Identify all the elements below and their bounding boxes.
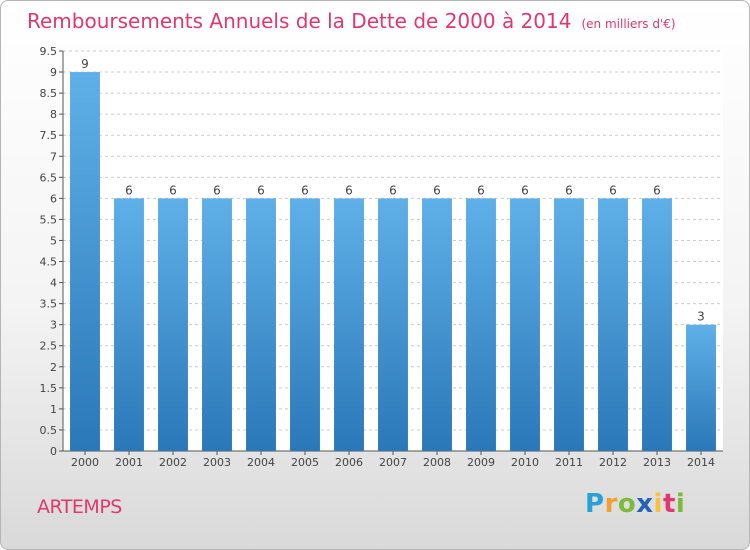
chart-title-text: Remboursements Annuels de la Dette de 20… xyxy=(27,9,572,33)
bar-value-label: 6 xyxy=(565,183,573,197)
bar xyxy=(114,198,144,451)
x-tick-label: 2012 xyxy=(599,456,627,469)
x-tick-label: 2001 xyxy=(115,456,143,469)
bar xyxy=(510,198,540,451)
logo-letter: i xyxy=(675,489,686,519)
y-tick-label: 3 xyxy=(50,319,57,332)
bar-value-label: 6 xyxy=(125,183,133,197)
bar xyxy=(422,198,452,451)
bar xyxy=(202,198,232,451)
bar-value-label: 6 xyxy=(609,183,617,197)
x-tick-label: 2003 xyxy=(203,456,231,469)
logo-letter: P xyxy=(585,489,605,519)
x-tick-label: 2014 xyxy=(687,456,715,469)
bar xyxy=(642,198,672,451)
x-tick-label: 2008 xyxy=(423,456,451,469)
y-tick-label: 8 xyxy=(50,108,57,121)
bar-value-label: 6 xyxy=(213,183,221,197)
bar-value-label: 6 xyxy=(521,183,529,197)
bar-value-label: 6 xyxy=(433,183,441,197)
y-tick-label: 1.5 xyxy=(40,382,58,395)
bar xyxy=(378,198,408,451)
x-tick-label: 2004 xyxy=(247,456,275,469)
x-tick-label: 2006 xyxy=(335,456,363,469)
bar-value-label: 6 xyxy=(477,183,485,197)
x-tick-label: 2013 xyxy=(643,456,671,469)
proxiti-logo: Proxiti xyxy=(585,489,685,519)
x-tick-label: 2007 xyxy=(379,456,407,469)
bar xyxy=(158,198,188,451)
y-tick-label: 9 xyxy=(50,66,57,79)
x-tick-label: 2010 xyxy=(511,456,539,469)
logo-letter: r xyxy=(604,489,618,519)
y-tick-label: 0 xyxy=(50,445,57,458)
y-tick-label: 6 xyxy=(50,192,57,205)
x-tick-label: 2005 xyxy=(291,456,319,469)
bar xyxy=(686,324,716,451)
logo-letter: i xyxy=(653,489,663,519)
x-tick-label: 2002 xyxy=(159,456,187,469)
commune-name: ARTEMPS xyxy=(37,496,122,518)
y-tick-label: 2.5 xyxy=(40,340,58,353)
chart-title: Remboursements Annuels de la Dette de 20… xyxy=(27,9,676,33)
y-tick-label: 4.5 xyxy=(40,256,58,269)
bar-value-label: 9 xyxy=(81,57,89,71)
bar-value-label: 6 xyxy=(257,183,265,197)
bar xyxy=(246,198,276,451)
x-tick-label: 2009 xyxy=(467,456,495,469)
x-tick-label: 2000 xyxy=(71,456,99,469)
y-tick-label: 7.5 xyxy=(40,129,58,142)
y-tick-label: 5.5 xyxy=(40,213,58,226)
y-tick-label: 9.5 xyxy=(40,45,58,58)
bar xyxy=(554,198,584,451)
logo-letter: x xyxy=(636,489,654,519)
bar-value-label: 6 xyxy=(653,183,661,197)
logo-letter: t xyxy=(662,489,676,519)
bar xyxy=(466,198,496,451)
bar xyxy=(290,198,320,451)
y-tick-label: 4 xyxy=(50,277,57,290)
y-tick-label: 1 xyxy=(50,403,57,416)
x-tick-label: 2011 xyxy=(555,456,583,469)
y-tick-label: 3.5 xyxy=(40,298,58,311)
bar-value-label: 6 xyxy=(389,183,397,197)
y-tick-label: 0.5 xyxy=(40,424,58,437)
bar xyxy=(334,198,364,451)
chart-unit: (en milliers d'€) xyxy=(581,17,676,31)
bar-value-label: 3 xyxy=(697,310,705,324)
y-tick-label: 5 xyxy=(50,234,57,247)
y-tick-label: 6.5 xyxy=(40,171,58,184)
y-tick-label: 2 xyxy=(50,361,57,374)
y-tick-label: 7 xyxy=(50,150,57,163)
y-tick-label: 8.5 xyxy=(40,87,58,100)
logo-letter: o xyxy=(617,489,637,519)
bar-value-label: 6 xyxy=(345,183,353,197)
bar-value-label: 6 xyxy=(169,183,177,197)
bar xyxy=(598,198,628,451)
bar xyxy=(70,72,100,451)
bar-value-label: 6 xyxy=(301,183,309,197)
